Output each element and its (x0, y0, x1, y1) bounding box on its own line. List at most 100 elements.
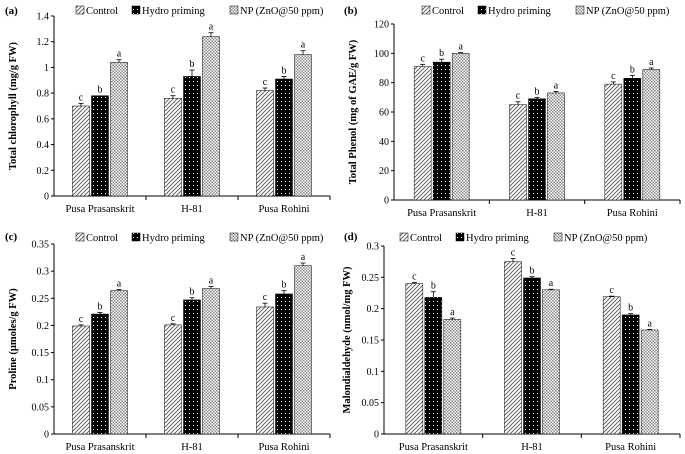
significance-letter: b (439, 48, 444, 59)
y-tick-label: 0.35 (32, 240, 50, 251)
bar (640, 329, 659, 435)
y-tick-label: 0.15 (32, 348, 50, 359)
legend-swatch (575, 5, 585, 15)
bar (275, 293, 293, 435)
legend-label: NP (ZnO@50 ppm) (240, 6, 324, 17)
y-tick-label: 0.2 (37, 166, 50, 177)
legend-label: NP (ZnO@50 ppm) (586, 6, 670, 17)
bar (183, 299, 201, 435)
x-tick-label: Pusa Rohini (607, 208, 658, 219)
bar (523, 277, 541, 435)
bar (72, 325, 90, 435)
y-tick-label: 0.3 (37, 267, 50, 278)
y-tick-label: 0 (374, 430, 379, 441)
x-tick-label: Pusa Rohini (258, 204, 309, 215)
y-tick-label: 0.3 (367, 242, 380, 253)
chart-panel-a: (a) Control Hydro priming NP (ZnO@50 ppm) 0 0… (5, 5, 331, 215)
legend-label: Control (432, 6, 464, 17)
bar (72, 105, 90, 197)
legend-label: NP (ZnO@50 ppm) (564, 233, 648, 244)
y-tick-label: 0.6 (37, 114, 50, 125)
legend-label: Control (410, 233, 442, 244)
bar (183, 76, 201, 197)
legend-swatch (131, 5, 141, 15)
bar (91, 313, 109, 435)
x-tick-label: Pusa Prasanskrit (407, 208, 476, 219)
y-tick-label: 80 (379, 78, 389, 89)
y-tick-label: 0.15 (362, 336, 380, 347)
significance-letter: a (209, 275, 214, 286)
bar (294, 265, 312, 435)
bar (542, 289, 560, 435)
significance-letter: c (420, 53, 425, 64)
significance-letter: b (282, 280, 287, 291)
bar (256, 90, 274, 197)
bar (432, 61, 451, 201)
bar (202, 288, 220, 435)
significance-letter: a (117, 49, 122, 60)
bar (602, 296, 621, 435)
x-tick-label: Pusa Rohini (605, 442, 656, 453)
chart-panel-d: (d) Control Hydro priming NP (ZnO@50 ppm) 0 0… (342, 231, 681, 453)
legend-label: Hydro priming (142, 6, 205, 17)
significance-letter: c (611, 71, 616, 82)
panel-label: (a) (5, 5, 18, 17)
legend-swatch (455, 232, 465, 242)
legend-label: Hydro priming (488, 6, 551, 17)
significance-letter: c (171, 313, 176, 324)
bar (275, 78, 293, 197)
significance-letter: c (263, 292, 268, 303)
y-axis-title: Malondialdehyde (nmol/mg FW) (342, 266, 353, 414)
significance-letter: b (530, 266, 535, 277)
y-tick-label: 0.2 (37, 321, 50, 332)
significance-letter: b (535, 86, 540, 97)
bar (623, 78, 642, 201)
bar (604, 83, 623, 201)
x-tick-label: H-81 (181, 204, 203, 215)
y-tick-label: 1 (44, 63, 49, 74)
y-tick-label: 0 (44, 430, 49, 441)
bar (547, 92, 565, 201)
bar (256, 306, 274, 435)
legend-label: Control (86, 233, 118, 244)
bar (294, 54, 312, 197)
significance-letter: a (450, 307, 455, 318)
bar (642, 69, 661, 201)
y-axis-title: Total Phenol (mg of GAE/g FW) (348, 39, 359, 184)
y-tick-label: 0.2 (367, 304, 380, 315)
significance-letter: b (190, 287, 195, 298)
legend-label: Control (86, 6, 118, 17)
bar (110, 62, 128, 197)
y-tick-label: 100 (374, 49, 389, 60)
panel-label: (c) (5, 231, 18, 243)
legend-swatch (477, 5, 487, 15)
y-axis-title: Total chlorophyll (mg/g FW) (8, 41, 19, 170)
x-tick-label: Pusa Prasanskrit (65, 442, 134, 453)
significance-letter: a (549, 278, 554, 289)
significance-letter: a (301, 40, 306, 51)
bar (164, 98, 182, 197)
y-tick-label: 0.25 (362, 273, 380, 284)
bar (164, 324, 182, 435)
significance-letter: c (511, 248, 516, 259)
legend-label: NP (ZnO@50 ppm) (240, 233, 324, 244)
legend-swatch (131, 232, 141, 242)
legend-swatch (421, 5, 431, 15)
significance-letter: a (647, 318, 652, 329)
significance-letter: a (458, 42, 463, 53)
significance-letter: a (649, 57, 654, 68)
significance-letter: b (98, 301, 103, 312)
significance-letter: a (117, 279, 122, 290)
y-tick-label: 0.25 (32, 294, 50, 305)
legend-swatch (399, 232, 409, 242)
significance-letter: c (171, 85, 176, 96)
x-tick-label: Pusa Prasanskrit (65, 204, 134, 215)
significance-letter: b (431, 281, 436, 292)
bar (413, 66, 432, 201)
chart-panel-c: (c) Control Hydro priming NP (ZnO@50 ppm) 0 0… (5, 231, 331, 453)
legend-label: Hydro priming (466, 233, 529, 244)
bar (504, 261, 522, 435)
y-tick-label: 0 (384, 196, 389, 207)
chart-panel-b: (b) Control Hydro priming NP (ZnO@50 ppm) 0 2… (344, 5, 681, 219)
